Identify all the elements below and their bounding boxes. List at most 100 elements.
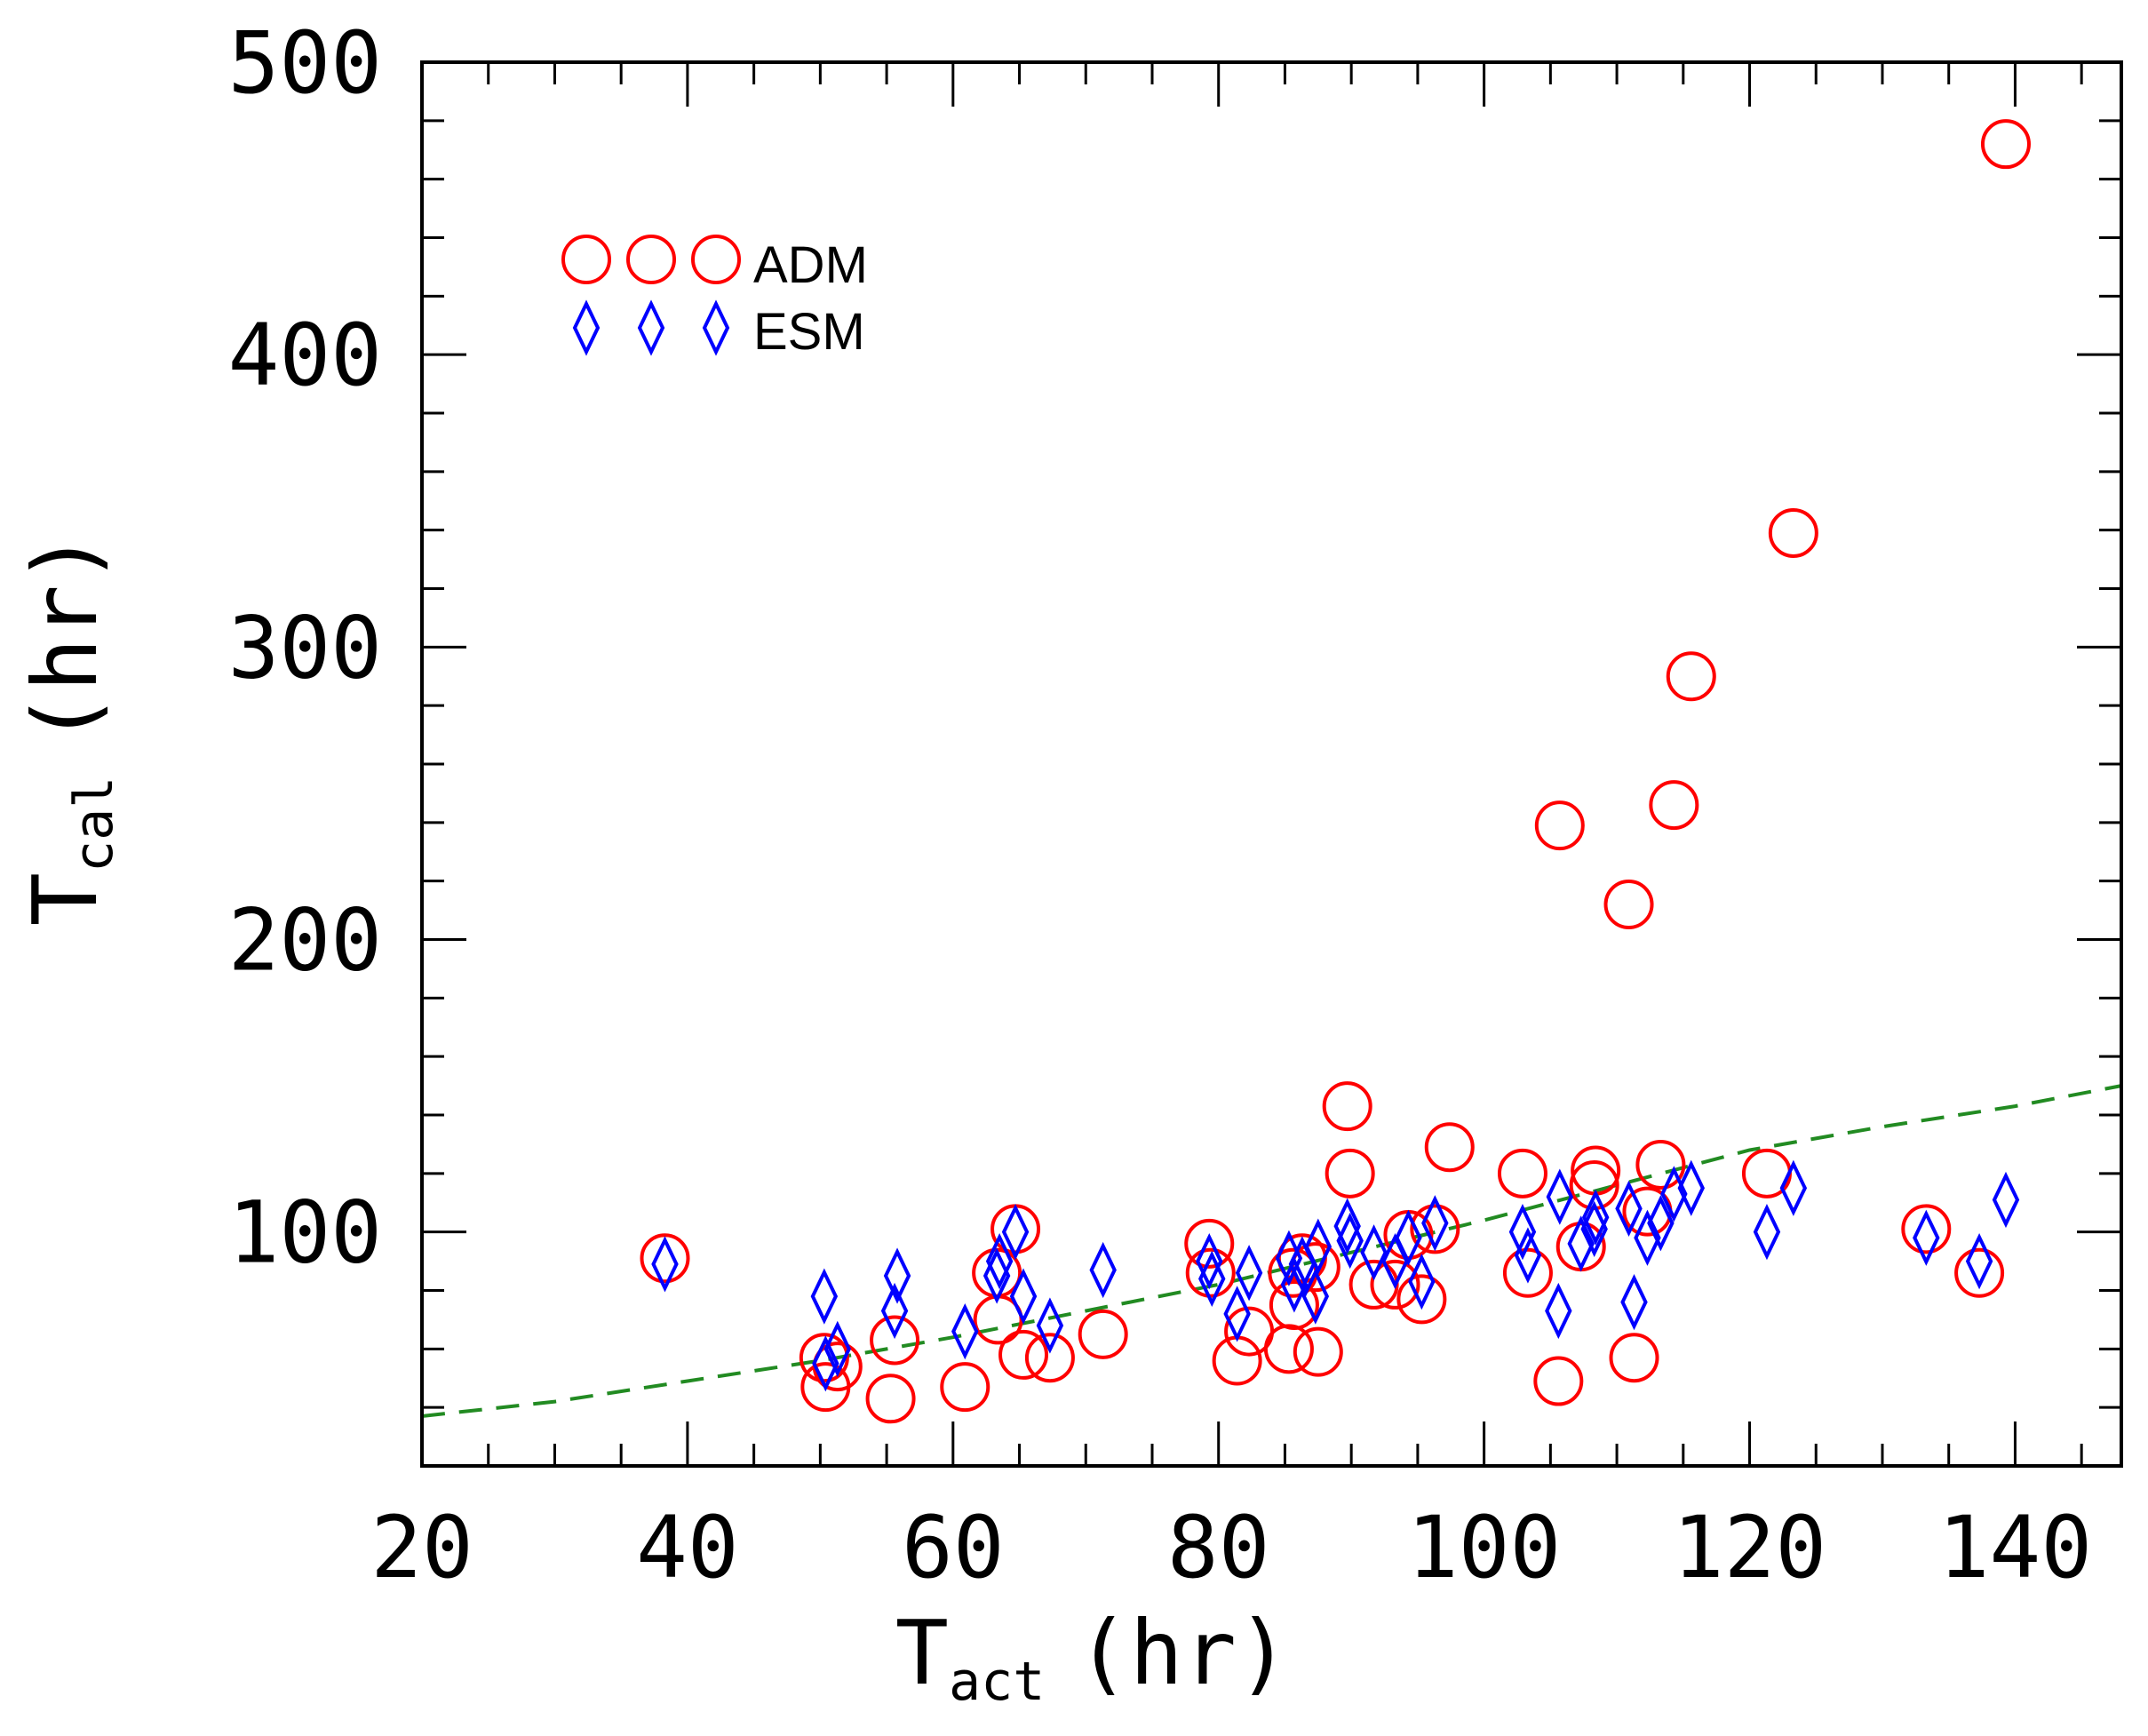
- adm-point: [1325, 1148, 1375, 1198]
- adm-point: [1901, 1204, 1952, 1254]
- legend-marker-adm: [691, 235, 741, 284]
- esm-point: [1036, 1297, 1064, 1354]
- esm-point: [1913, 1209, 1940, 1266]
- esm-point: [1965, 1232, 1993, 1290]
- esm-point: [1408, 1254, 1436, 1310]
- adm-point: [1533, 1356, 1584, 1406]
- x-tick-label: 120: [1673, 1498, 1826, 1597]
- legend-marker-adm: [561, 235, 611, 284]
- data-points-layer: [640, 119, 2031, 1424]
- esm-point: [1677, 1159, 1705, 1216]
- esm-point: [1223, 1286, 1251, 1342]
- esm-point: [1196, 1232, 1223, 1290]
- esm-point: [1089, 1241, 1117, 1299]
- esm-point: [1198, 1250, 1226, 1307]
- adm-point: [1184, 1218, 1235, 1269]
- series-esm: [651, 1159, 2020, 1392]
- adm-point: [1269, 1279, 1319, 1330]
- esm-point: [1546, 1168, 1574, 1225]
- x-axis-title-subscript: act: [949, 1651, 1045, 1713]
- reference-curve: [421, 1084, 2122, 1418]
- x-tick-label: 40: [636, 1498, 739, 1597]
- esm-point: [810, 1268, 839, 1325]
- esm-point: [951, 1302, 979, 1360]
- esm-point: [880, 1282, 909, 1340]
- y-axis-title: Tcal (hr): [13, 531, 125, 926]
- legend: ADM ESM: [561, 235, 868, 361]
- adm-point: [1609, 1333, 1659, 1383]
- legend-marker-esm: [637, 299, 665, 356]
- esm-point: [1336, 1212, 1364, 1270]
- adm-point: [1424, 1122, 1475, 1173]
- y-tick-label: 500: [228, 13, 382, 113]
- esm-point: [1304, 1218, 1333, 1275]
- x-tick-label: 60: [902, 1498, 1005, 1597]
- esm-point: [1301, 1268, 1330, 1325]
- adm-point: [1370, 1259, 1420, 1310]
- adm-point: [1635, 1139, 1686, 1190]
- esm-point: [1360, 1224, 1388, 1281]
- adm-point: [1980, 119, 2031, 170]
- x-axis-title: Tact (hr): [895, 1601, 1290, 1713]
- adm-point: [640, 1233, 690, 1284]
- axis-tick-labels: 20 40 60 80 100 120 140 100 200 300 400 500: [228, 13, 2093, 1597]
- y-axis-title-subscript: cal: [63, 776, 125, 872]
- x-tick-label: 80: [1167, 1498, 1270, 1597]
- esm-point: [1779, 1159, 1808, 1216]
- legend-marker-adm: [626, 235, 676, 284]
- adm-point: [1410, 1204, 1460, 1254]
- esm-point: [1421, 1195, 1449, 1252]
- esm-point: [883, 1247, 911, 1304]
- adm-point: [1502, 1247, 1553, 1298]
- y-tick-label: 400: [228, 306, 382, 405]
- adm-point: [1666, 651, 1716, 702]
- reference-curve-layer: [421, 1084, 2122, 1418]
- adm-point: [940, 1362, 990, 1413]
- axis-ticks: [420, 60, 2121, 1468]
- legend-label-esm: ESM: [753, 303, 865, 361]
- esm-point: [1009, 1268, 1038, 1325]
- adm-point: [1396, 1274, 1447, 1325]
- x-tick-label: 140: [1938, 1498, 2092, 1597]
- esm-point: [983, 1247, 1011, 1304]
- y-tick-label: 300: [228, 598, 382, 697]
- esm-point: [1581, 1189, 1610, 1246]
- esm-point: [1333, 1198, 1361, 1254]
- legend-marker-esm: [572, 299, 601, 356]
- adm-point: [1293, 1326, 1343, 1377]
- esm-point: [1235, 1245, 1263, 1302]
- x-tick-label: 20: [370, 1498, 473, 1597]
- esm-point: [1395, 1209, 1422, 1266]
- adm-point: [1649, 780, 1699, 831]
- adm-point: [1078, 1309, 1128, 1359]
- esm-point: [812, 1335, 839, 1392]
- esm-point: [1567, 1215, 1595, 1272]
- esm-point: [1647, 1195, 1675, 1252]
- y-tick-label: 100: [228, 1183, 382, 1283]
- adm-point: [1954, 1247, 2005, 1298]
- esm-point: [1280, 1256, 1309, 1313]
- adm-point: [1024, 1333, 1075, 1383]
- y-tick-label: 200: [228, 891, 382, 991]
- esm-point: [1545, 1282, 1572, 1340]
- adm-point: [1322, 1081, 1372, 1132]
- esm-point: [1634, 1209, 1661, 1266]
- legend-markers: [561, 235, 741, 356]
- adm-point: [865, 1374, 916, 1424]
- adm-point: [1497, 1148, 1547, 1198]
- adm-point: [998, 1329, 1049, 1380]
- esm-point: [1001, 1204, 1030, 1261]
- legend-label-adm: ADM: [753, 236, 868, 294]
- x-axis-title-main: T: [895, 1601, 949, 1705]
- esm-point: [823, 1320, 852, 1377]
- adm-point: [1768, 507, 1818, 558]
- adm-point: [1534, 800, 1585, 851]
- esm-point: [1615, 1180, 1643, 1237]
- esm-point: [1992, 1171, 2020, 1229]
- esm-point: [651, 1236, 679, 1293]
- legend-marker-esm: [702, 299, 730, 356]
- x-axis-title-unit: (hr): [1076, 1601, 1290, 1705]
- esm-point: [1620, 1274, 1648, 1331]
